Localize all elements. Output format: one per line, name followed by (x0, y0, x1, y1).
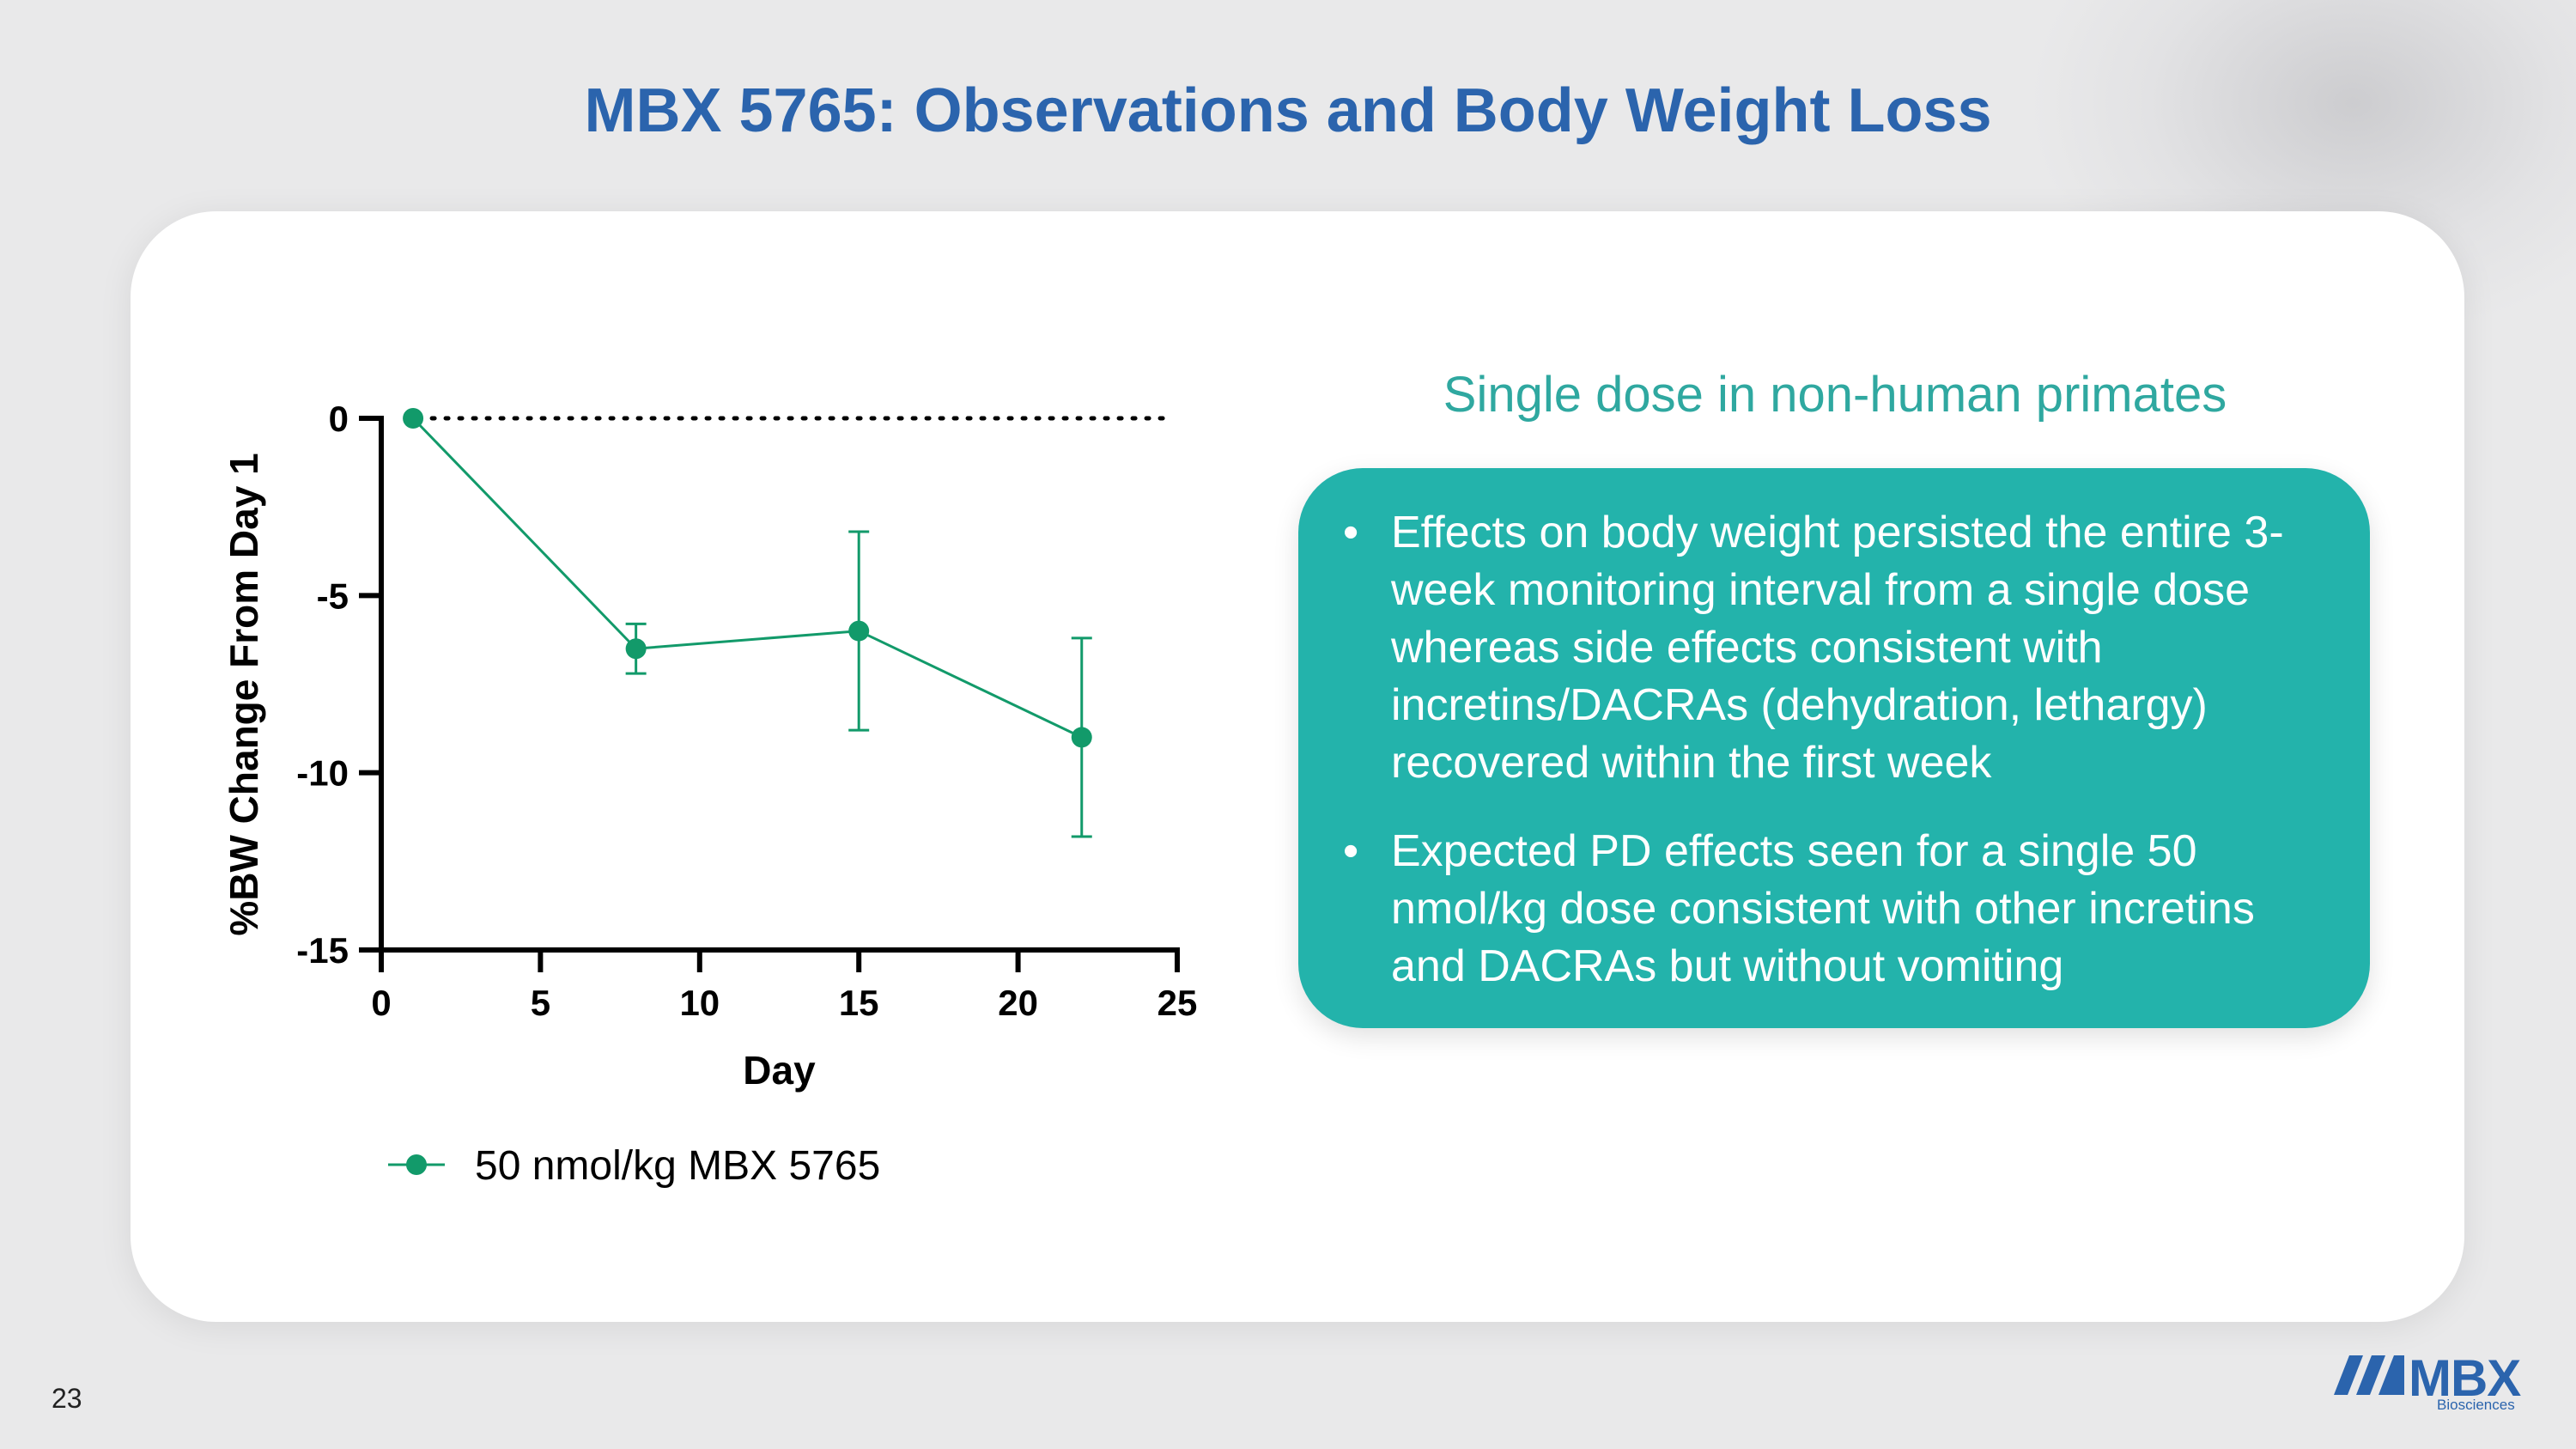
bullet-item: • Expected PD effects seen for a single … (1343, 823, 2327, 995)
x-tick-label: 15 (839, 983, 879, 1023)
page-number: 23 (52, 1383, 82, 1414)
series-line (412, 417, 1083, 739)
x-axis-label: Day (743, 1048, 816, 1093)
x-tick-label: 20 (998, 983, 1038, 1023)
logo-wordmark: MBX (2409, 1349, 2521, 1407)
bullet-dot: • (1343, 508, 1359, 557)
slide-title: MBX 5765: Observations and Body Weight L… (584, 76, 1992, 145)
x-tick-label: 10 (679, 983, 720, 1023)
panel-subtitle: Single dose in non-human primates (1443, 367, 2227, 423)
observations-box: • Effects on body weight persisted the e… (1298, 468, 2370, 1028)
legend-marker (406, 1154, 427, 1175)
bullet-text: Effects on body weight persisted the ent… (1391, 508, 2284, 788)
bullet-item: • Effects on body weight persisted the e… (1343, 504, 2327, 792)
y-tick-label: -10 (296, 753, 349, 794)
x-tick-label: 0 (371, 983, 391, 1023)
data-point (625, 638, 647, 660)
bullet-text: Expected PD effects seen for a single 50… (1391, 826, 2255, 991)
data-point (403, 408, 424, 429)
legend-label: 50 nmol/kg MBX 5765 (475, 1143, 880, 1189)
logo-tagline: Biosciences (2437, 1397, 2515, 1413)
bullet-list: • Effects on body weight persisted the e… (1343, 504, 2327, 995)
mbx-logo-icon (2334, 1355, 2404, 1395)
bw-change-chart: 0 -5 -10 -15 0 5 10 15 20 25 Day %BW Change From Da… (222, 399, 1198, 1189)
y-tick-label: 0 (329, 399, 349, 439)
y-axis-label: %BW Change From Day 1 (222, 453, 266, 935)
x-tick-label: 5 (531, 983, 550, 1023)
y-tick-label: -15 (296, 930, 349, 971)
bullet-dot: • (1343, 826, 1359, 876)
data-point (1071, 727, 1092, 748)
y-tick-label: -5 (317, 575, 349, 616)
x-tick-label: 25 (1157, 983, 1198, 1023)
data-point (848, 620, 870, 642)
